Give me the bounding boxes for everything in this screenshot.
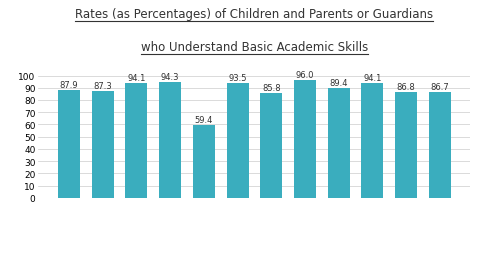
Bar [294, 81, 316, 198]
Bar [227, 84, 249, 198]
Text: 85.8: 85.8 [262, 84, 281, 92]
Text: 89.4: 89.4 [329, 79, 348, 88]
Text: 86.7: 86.7 [431, 83, 449, 91]
Text: 96.0: 96.0 [296, 71, 314, 80]
Bar [395, 92, 417, 198]
Bar [361, 83, 384, 198]
Text: 94.3: 94.3 [161, 73, 180, 82]
Text: 94.1: 94.1 [363, 73, 382, 82]
Bar [125, 83, 147, 198]
Text: 93.5: 93.5 [228, 74, 247, 83]
Bar [193, 126, 215, 198]
Text: 87.3: 87.3 [93, 82, 112, 91]
Bar [58, 91, 80, 198]
Text: Rates (as Percentages) of Children and Parents or Guardians: Rates (as Percentages) of Children and P… [75, 8, 433, 21]
Bar [328, 89, 349, 198]
Text: 86.8: 86.8 [397, 82, 416, 91]
Text: 94.1: 94.1 [127, 73, 145, 82]
Text: 59.4: 59.4 [195, 116, 213, 125]
Bar [159, 83, 181, 198]
Text: 87.9: 87.9 [60, 81, 78, 90]
Bar [260, 93, 282, 198]
Text: who Understand Basic Academic Skills: who Understand Basic Academic Skills [141, 41, 368, 54]
Bar [92, 92, 114, 198]
Bar [429, 92, 451, 198]
